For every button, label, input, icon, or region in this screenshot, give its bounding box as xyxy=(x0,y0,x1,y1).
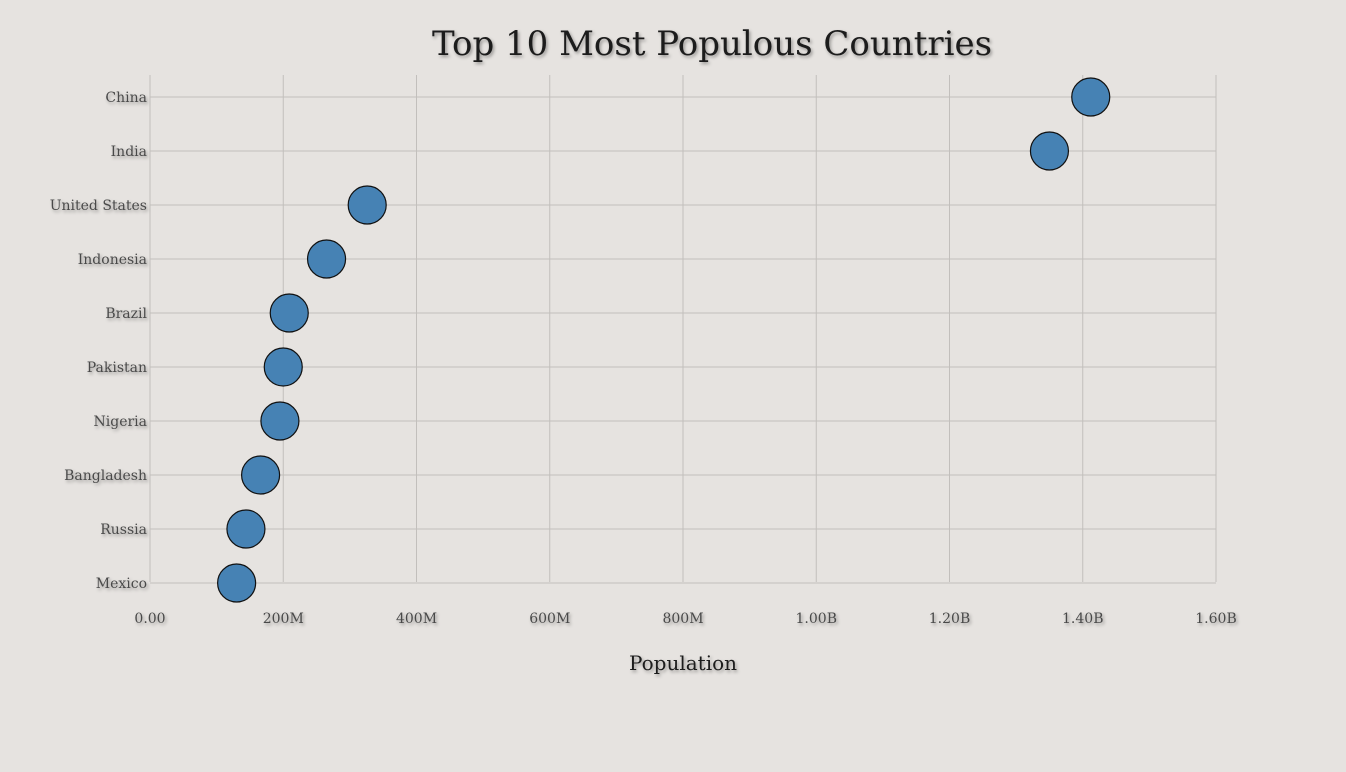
y-tick-label: Russia xyxy=(100,522,147,538)
grid-lines xyxy=(149,75,1217,584)
data-point xyxy=(226,509,266,549)
data-point xyxy=(263,347,303,387)
x-tick-label: 800M xyxy=(662,611,703,627)
x-tick-labels: 0.00 200M 400M 600M 800M 1.00B 1.20B 1.40B 1.60B xyxy=(134,611,1236,627)
y-tick-label: Nigeria xyxy=(94,414,148,430)
chart-title: Top 10 Most Populous Countries xyxy=(432,24,992,64)
y-tick-label: Brazil xyxy=(105,306,147,322)
y-tick-label: China xyxy=(105,90,147,106)
data-point xyxy=(347,185,387,225)
data-point xyxy=(1029,131,1070,171)
y-tick-label: India xyxy=(111,144,147,160)
y-tick-label: Pakistan xyxy=(87,360,147,376)
data-point xyxy=(269,293,309,333)
y-tick-label: Indonesia xyxy=(78,252,147,268)
y-tick-labels: China India United States Indonesia Brazil Pa… xyxy=(50,90,148,592)
x-tick-label: 400M xyxy=(396,611,437,627)
y-tick-label: Bangladesh xyxy=(64,468,147,484)
x-tick-label: 1.00B xyxy=(796,611,837,627)
x-tick-label: 1.20B xyxy=(929,611,970,627)
data-point xyxy=(240,455,281,495)
x-tick-label: 1.40B xyxy=(1062,611,1103,627)
data-point xyxy=(260,401,300,441)
x-tick-label: 200M xyxy=(263,611,304,627)
data-point xyxy=(1071,77,1111,117)
x-tick-label: 0.00 xyxy=(134,611,165,627)
y-tick-label: Mexico xyxy=(96,576,147,592)
x-tick-label: 1.60B xyxy=(1195,611,1236,627)
data-point xyxy=(306,239,347,279)
x-axis-title: Population xyxy=(629,651,737,675)
x-tick-label: 600M xyxy=(529,611,570,627)
data-point xyxy=(217,563,257,603)
y-tick-label: United States xyxy=(50,198,147,214)
data-points xyxy=(217,77,1111,603)
